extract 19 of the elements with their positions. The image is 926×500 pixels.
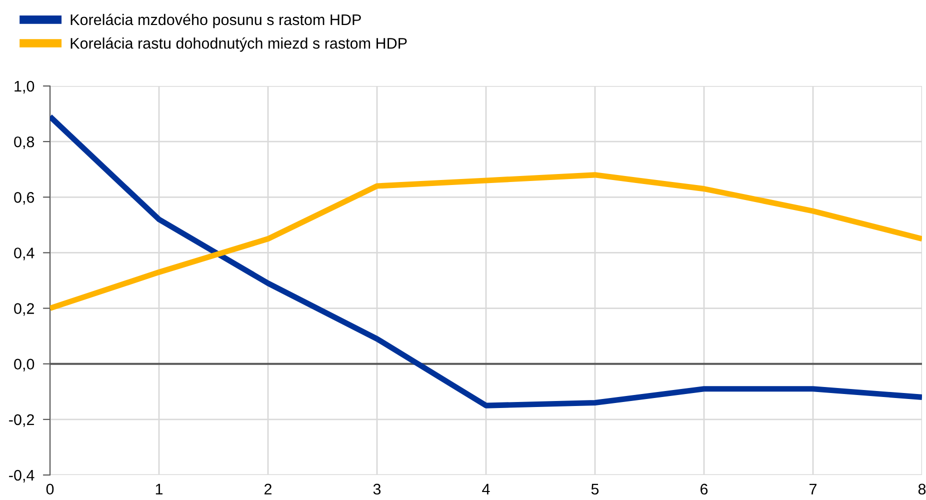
x-tick-label: 2 [264,484,272,494]
x-tick-label: 4 [482,484,490,494]
x-tick-label: 1 [156,484,163,494]
x-tick-label: 6 [700,484,708,495]
x-tick-label: 0 [46,484,54,495]
y-tick-label: -0,2 [9,414,34,427]
y-tick-label: 0,6 [14,192,34,205]
x-tick-label: 8 [918,484,926,495]
x-tick-label: 3 [373,484,381,495]
legend-label: Korelácia mzdového posunu s rastom HDP [70,14,361,28]
x-tick-label: 5 [591,484,599,495]
y-tick-label: 0,0 [14,358,34,372]
y-tick-label: -0,4 [9,470,34,482]
x-tick-label: 7 [810,484,816,494]
y-tick-label: 0,2 [14,303,34,316]
y-tick-label: 1,0 [14,80,34,94]
legend-label: Korelácia rastu dohodnutých miezd s rastom HDP [70,37,407,52]
y-tick-label: 0,8 [14,136,34,150]
y-tick-label: 0,4 [14,248,34,260]
